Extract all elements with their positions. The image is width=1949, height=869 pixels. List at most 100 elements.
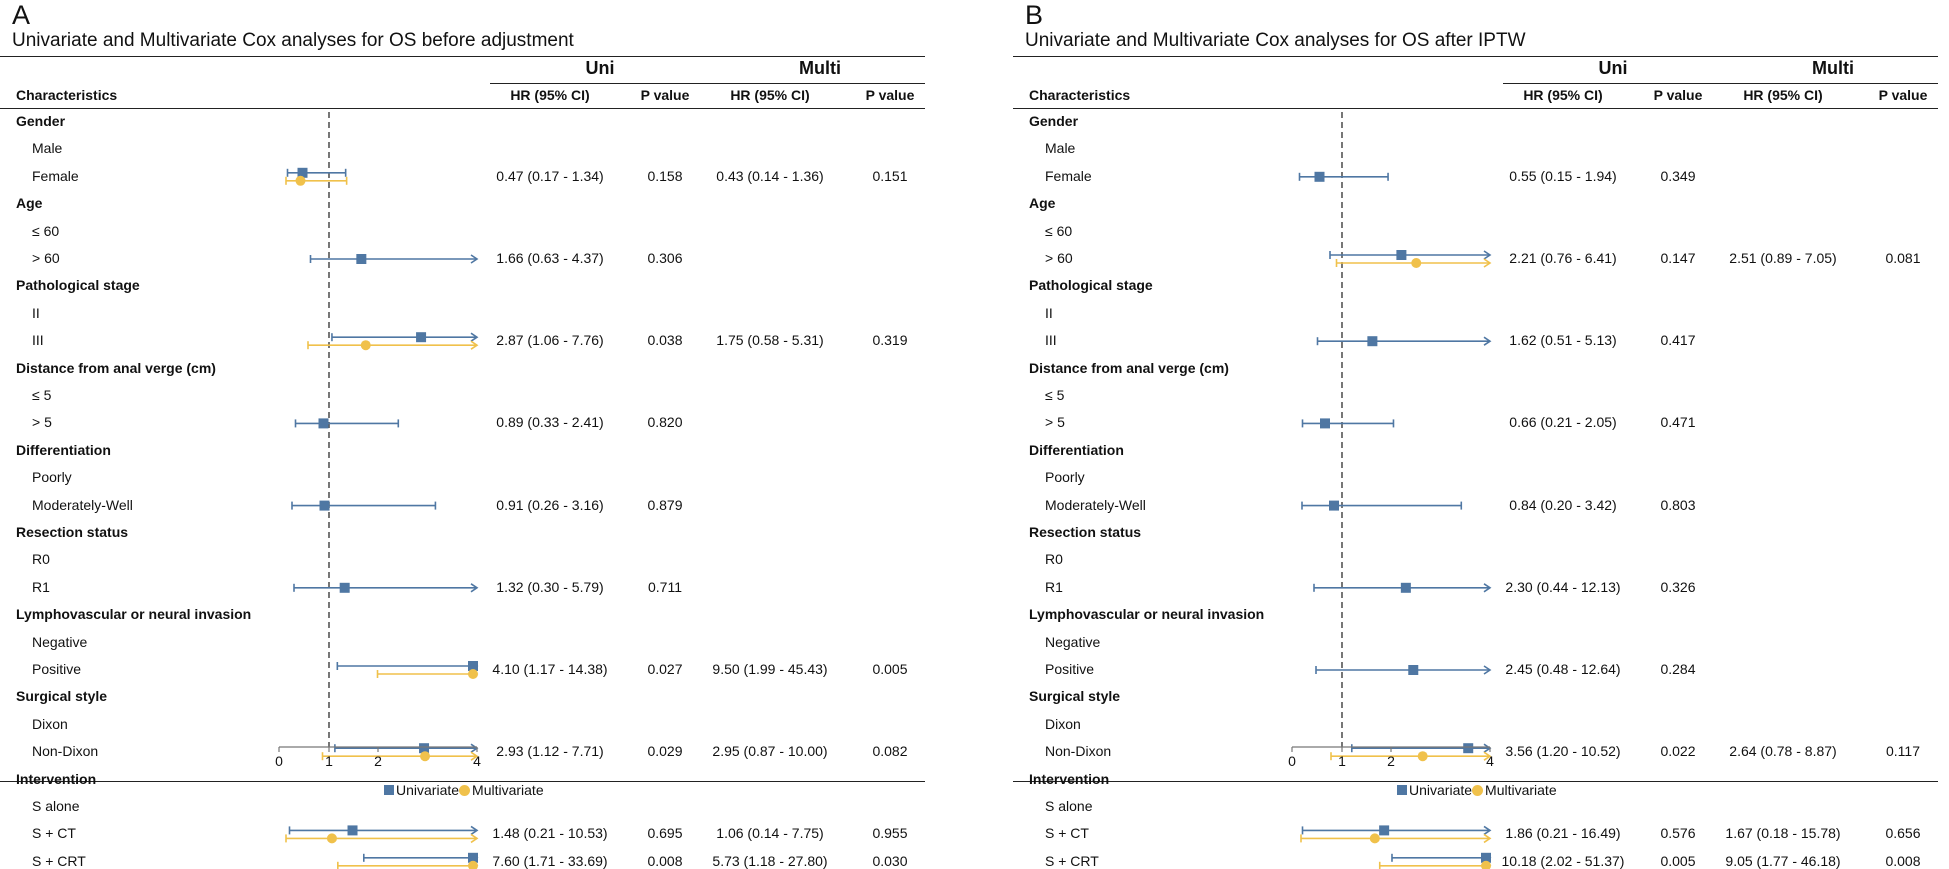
x-tick-label: 2 bbox=[1387, 753, 1395, 769]
uni-p-value: 0.038 bbox=[647, 332, 683, 349]
category-label: Resection status bbox=[1029, 524, 1142, 540]
row-label: Female bbox=[1045, 167, 1092, 184]
row-label: II bbox=[1045, 304, 1053, 321]
category-label: Distance from anal verge (cm) bbox=[1029, 359, 1229, 376]
category-label: Intervention bbox=[16, 770, 97, 787]
characteristics-header: Characteristics bbox=[16, 87, 118, 103]
row-label: > 60 bbox=[1045, 250, 1073, 266]
uni-hr-ci: 1.48 (0.21 - 10.53) bbox=[492, 825, 608, 842]
uni-point-marker bbox=[1329, 500, 1339, 511]
category-label: Surgical style bbox=[16, 688, 108, 705]
uni-p-value: 0.005 bbox=[1660, 852, 1696, 869]
multivariate-legend-label: Multivariate bbox=[472, 782, 544, 798]
multi-hr-ci: 1.06 (0.14 - 7.75) bbox=[716, 825, 824, 842]
multi-point-marker bbox=[1411, 258, 1422, 268]
multi-p-value: 0.030 bbox=[872, 852, 908, 869]
row-label: > 5 bbox=[1045, 414, 1065, 431]
category-label: Lymphovascular or neural invasion bbox=[16, 606, 252, 623]
uni-point-marker bbox=[1314, 171, 1325, 182]
category-label: Pathological stage bbox=[16, 277, 140, 294]
uni-point-marker bbox=[297, 167, 308, 178]
category-label: Resection status bbox=[16, 524, 129, 540]
uni-point-marker bbox=[1320, 418, 1330, 429]
category-label: Distance from anal verge (cm) bbox=[16, 359, 216, 376]
multi-point-marker bbox=[360, 340, 371, 351]
uni-point-marker bbox=[1463, 743, 1474, 754]
uni-point-marker bbox=[319, 500, 330, 511]
uni-ci-arrow bbox=[1483, 583, 1492, 593]
row-label: Positive bbox=[1045, 661, 1095, 677]
header-rule bbox=[1013, 108, 1938, 109]
uni-hr-header: HR (95% CI) bbox=[1523, 87, 1603, 103]
uni-hr-ci: 4.10 (1.17 - 14.38) bbox=[492, 661, 608, 677]
multi-group-header: Multi bbox=[799, 58, 841, 78]
uni-point-marker bbox=[356, 254, 367, 264]
multi-p-value: 0.319 bbox=[872, 332, 908, 349]
uni-p-value: 0.284 bbox=[1660, 661, 1696, 677]
multi-hr-ci: 1.75 (0.58 - 5.31) bbox=[716, 332, 824, 349]
row-label: III bbox=[32, 332, 44, 349]
multi-hr-ci: 2.51 (0.89 - 7.05) bbox=[1729, 250, 1837, 266]
row-label: S + CRT bbox=[1045, 852, 1099, 869]
panel-letter: B bbox=[1025, 0, 1044, 30]
legend: Univariate Multivariate bbox=[1397, 782, 1557, 798]
header-rule bbox=[0, 108, 925, 109]
uni-ci-arrow bbox=[470, 332, 479, 342]
multi-point-marker bbox=[326, 833, 337, 844]
uni-p-value: 0.803 bbox=[1660, 496, 1696, 513]
row-label: R1 bbox=[32, 578, 50, 595]
uni-p-value: 0.029 bbox=[647, 743, 683, 760]
univariate-legend-label: Univariate bbox=[1409, 782, 1473, 798]
multi-p-value: 0.955 bbox=[872, 825, 908, 842]
uni-hr-ci: 2.87 (1.06 - 7.76) bbox=[496, 332, 604, 349]
uni-hr-ci: 0.91 (0.26 - 3.16) bbox=[496, 496, 604, 513]
row-label: Positive bbox=[32, 661, 82, 677]
uni-p-value: 0.711 bbox=[648, 578, 682, 595]
row-label: III bbox=[1045, 332, 1057, 349]
category-label: Gender bbox=[1029, 113, 1079, 129]
uni-p-value: 0.417 bbox=[1660, 332, 1696, 349]
category-label: Differentiation bbox=[16, 441, 111, 458]
uni-ci-arrow bbox=[1483, 250, 1492, 260]
category-label: Age bbox=[1029, 195, 1056, 212]
x-tick-label: 2 bbox=[374, 753, 382, 769]
uni-p-value: 0.022 bbox=[1660, 743, 1696, 760]
forest-plot-area: 0 1 2 4 bbox=[1288, 112, 1494, 869]
characteristics-header: Characteristics bbox=[1029, 87, 1131, 103]
row-label: Non-Dixon bbox=[1045, 743, 1112, 760]
multi-hr-ci: 5.73 (1.18 - 27.80) bbox=[712, 852, 828, 869]
multivariate-swatch bbox=[459, 784, 471, 796]
bottom-rule bbox=[1013, 781, 1938, 782]
row-label: Non-Dixon bbox=[32, 743, 99, 760]
uni-p-header: P value bbox=[1653, 87, 1703, 103]
row-label: Negative bbox=[1045, 633, 1101, 650]
top-rule bbox=[0, 56, 925, 57]
multi-hr-ci: 9.50 (1.99 - 45.43) bbox=[712, 661, 828, 677]
row-label: R0 bbox=[1045, 551, 1063, 568]
univariate-swatch bbox=[384, 785, 394, 795]
multivariate-legend-label: Multivariate bbox=[1485, 782, 1557, 798]
uni-point-marker bbox=[468, 661, 478, 671]
uni-p-value: 0.879 bbox=[647, 496, 683, 513]
x-tick-label: 1 bbox=[325, 753, 333, 769]
multi-p-value: 0.151 bbox=[872, 167, 908, 184]
univariate-legend-label: Univariate bbox=[396, 782, 460, 798]
uni-hr-ci: 7.60 (1.71 - 33.69) bbox=[492, 852, 608, 869]
row-label: Moderately-Well bbox=[1045, 496, 1146, 513]
uni-point-marker bbox=[1379, 825, 1390, 836]
uni-hr-ci: 2.93 (1.12 - 7.71) bbox=[496, 743, 604, 760]
uni-point-marker bbox=[318, 418, 329, 429]
row-label: > 5 bbox=[32, 414, 52, 431]
row-label: Male bbox=[32, 140, 63, 157]
multi-ci-arrow bbox=[1483, 258, 1492, 268]
panel-title: Univariate and Multivariate Cox analyses… bbox=[1025, 30, 1526, 51]
uni-hr-ci: 0.47 (0.17 - 1.34) bbox=[496, 167, 604, 184]
top-rule bbox=[1013, 56, 1938, 57]
uni-p-value: 0.349 bbox=[1660, 167, 1696, 184]
uni-p-header: P value bbox=[640, 87, 690, 103]
panel-letter: A bbox=[12, 0, 31, 30]
uni-hr-ci: 3.56 (1.20 - 10.52) bbox=[1505, 743, 1621, 760]
row-label: ≤ 5 bbox=[1045, 387, 1065, 403]
uni-p-value: 0.008 bbox=[647, 852, 683, 869]
multi-p-header: P value bbox=[865, 87, 915, 103]
